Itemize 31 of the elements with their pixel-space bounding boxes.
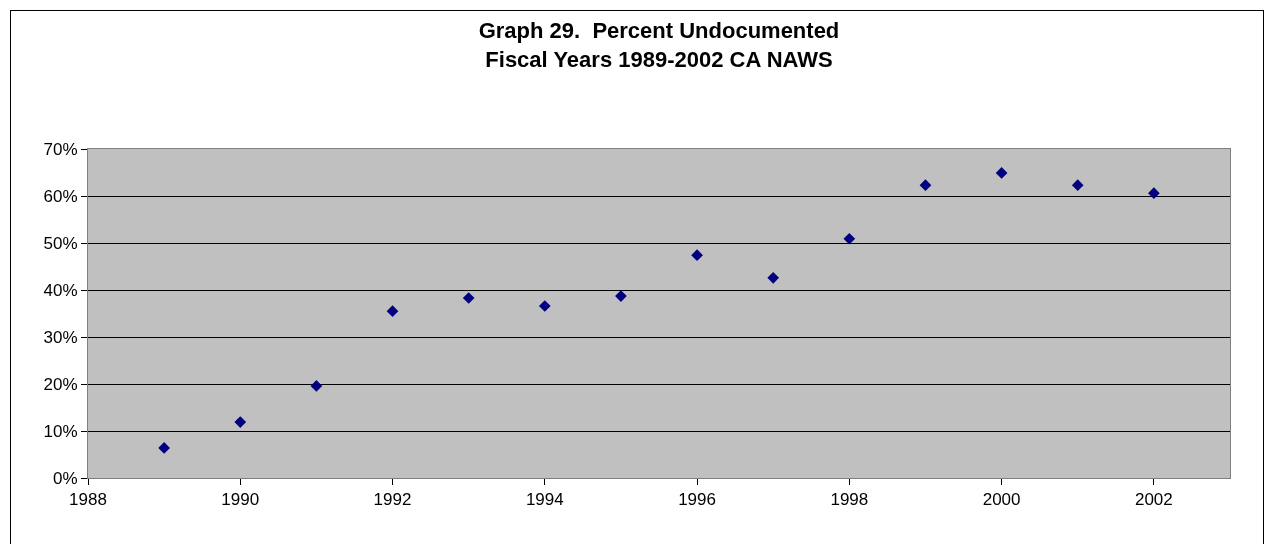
point (158, 442, 170, 454)
y-tick-label: 20% (43, 374, 78, 394)
chart-title: Graph 29. Percent Undocumented Fiscal Years 1989-2002 CA NAWS (478, 18, 840, 72)
x-tick-label: 2002 (1134, 490, 1173, 510)
point (1071, 179, 1084, 192)
x-tick-label: 1994 (525, 490, 564, 510)
y-tick-label: 30% (43, 327, 78, 347)
point (995, 167, 1008, 179)
point (310, 380, 323, 392)
point (767, 271, 780, 284)
y-tick-label: 50% (43, 233, 78, 253)
y-tick-label: 70% (43, 139, 78, 159)
point (843, 232, 856, 245)
y-tick-label: 40% (43, 280, 78, 300)
x-tick-label: 2000 (982, 490, 1021, 510)
y-tick-label: 10% (43, 421, 78, 441)
point (234, 416, 247, 428)
x-tick-label: 1998 (830, 490, 869, 510)
y-tick-label: 0% (53, 468, 78, 488)
point (386, 305, 399, 317)
point (1148, 187, 1160, 200)
x-tick-label: 1990 (221, 490, 260, 510)
point (919, 179, 932, 192)
y-tick-label: 60% (43, 186, 78, 206)
point (615, 290, 627, 302)
x-tick-label: 1992 (373, 490, 412, 510)
point (538, 300, 551, 312)
x-tick-label: 1988 (69, 490, 107, 510)
point (462, 292, 475, 304)
point (691, 249, 703, 262)
x-tick-label: 1996 (678, 490, 716, 510)
